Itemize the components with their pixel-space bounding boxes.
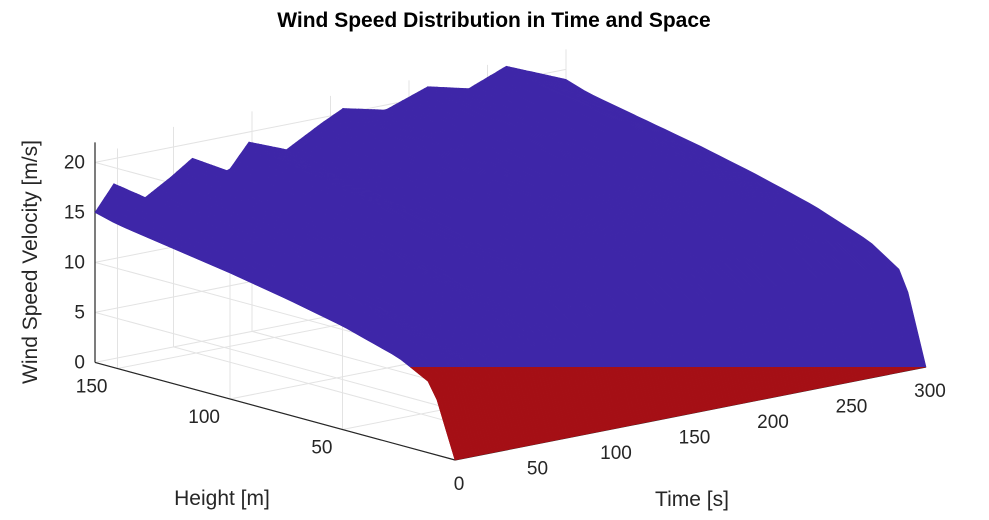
y-tick-label: 150 (76, 377, 108, 398)
y-tick-label: 100 (188, 407, 220, 428)
z-axis-label: Wind Speed Velocity [m/s] (19, 140, 42, 384)
x-tick-label: 200 (757, 412, 789, 433)
x-tick-label: 250 (836, 397, 868, 418)
z-tick-label: 0 (74, 352, 85, 373)
y-axis-line (94, 361, 456, 461)
z-tick-label: 5 (74, 302, 85, 323)
grid-line (94, 311, 456, 411)
tick-labels: 0 50 100 150 200 250 300 50 100 150 0 5 10 15 20 (64, 152, 946, 495)
x-axis-label: Time [s] (655, 488, 729, 511)
x-tick-label: 150 (679, 428, 711, 449)
z-tick-label: 10 (64, 252, 85, 273)
x-tick-label: 100 (600, 443, 632, 464)
z-tick-label: 20 (64, 152, 85, 173)
y-tick-label: 50 (311, 438, 332, 459)
y-axis-label: Height [m] (174, 487, 270, 510)
x-tick-label: 50 (527, 459, 548, 480)
surface-strip (94, 212, 456, 461)
z-tick-label: 15 (64, 202, 85, 223)
x-tick-label: 300 (914, 381, 946, 402)
surface (94, 65, 927, 461)
chart-title: Wind Speed Distribution in Time and Spac… (277, 9, 710, 32)
x-tick-label: 0 (454, 474, 465, 495)
